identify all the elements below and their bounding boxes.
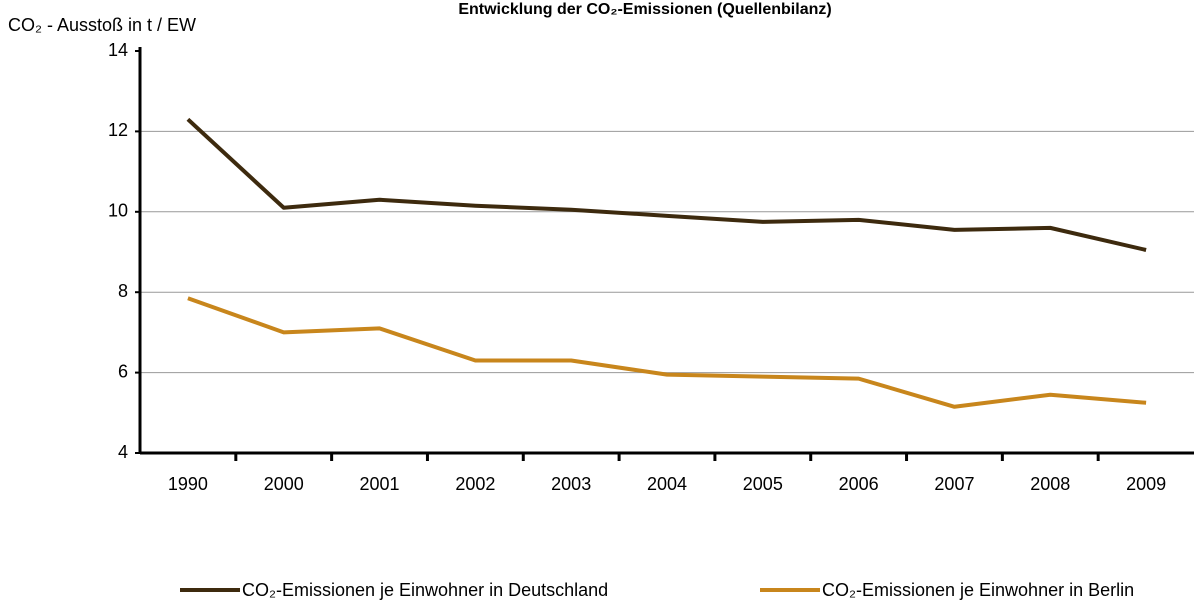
x-tick-label: 2005: [743, 474, 783, 494]
x-tick-label: 2003: [551, 474, 591, 494]
y-axis-label: CO₂ - Ausstoß in t / EW: [8, 15, 196, 35]
x-tick-label: 1990: [168, 474, 208, 494]
x-tick-label: 2009: [1126, 474, 1166, 494]
x-tick-label: 2006: [839, 474, 879, 494]
legend-label: CO₂-Emissionen je Einwohner in Deutschla…: [242, 580, 608, 600]
y-tick-label: 6: [118, 361, 128, 381]
x-tick-label: 2001: [360, 474, 400, 494]
x-tick-label: 2007: [934, 474, 974, 494]
x-tick-label: 2008: [1030, 474, 1070, 494]
y-tick-label: 8: [118, 281, 128, 301]
x-tick-label: 2002: [455, 474, 495, 494]
chart-title: Entwicklung der CO₂-Emissionen (Quellenb…: [458, 1, 831, 18]
y-tick-label: 10: [108, 201, 128, 221]
data-line: [187, 296, 1147, 409]
x-tick-label: 2004: [647, 474, 687, 494]
legend-label: CO₂-Emissionen je Einwohner in Berlin: [822, 580, 1134, 600]
data-line: [186, 117, 1147, 252]
y-tick-label: 14: [108, 40, 128, 60]
y-tick-label: 4: [118, 442, 128, 462]
x-tick-label: 2000: [264, 474, 304, 494]
y-tick-label: 12: [108, 120, 128, 140]
